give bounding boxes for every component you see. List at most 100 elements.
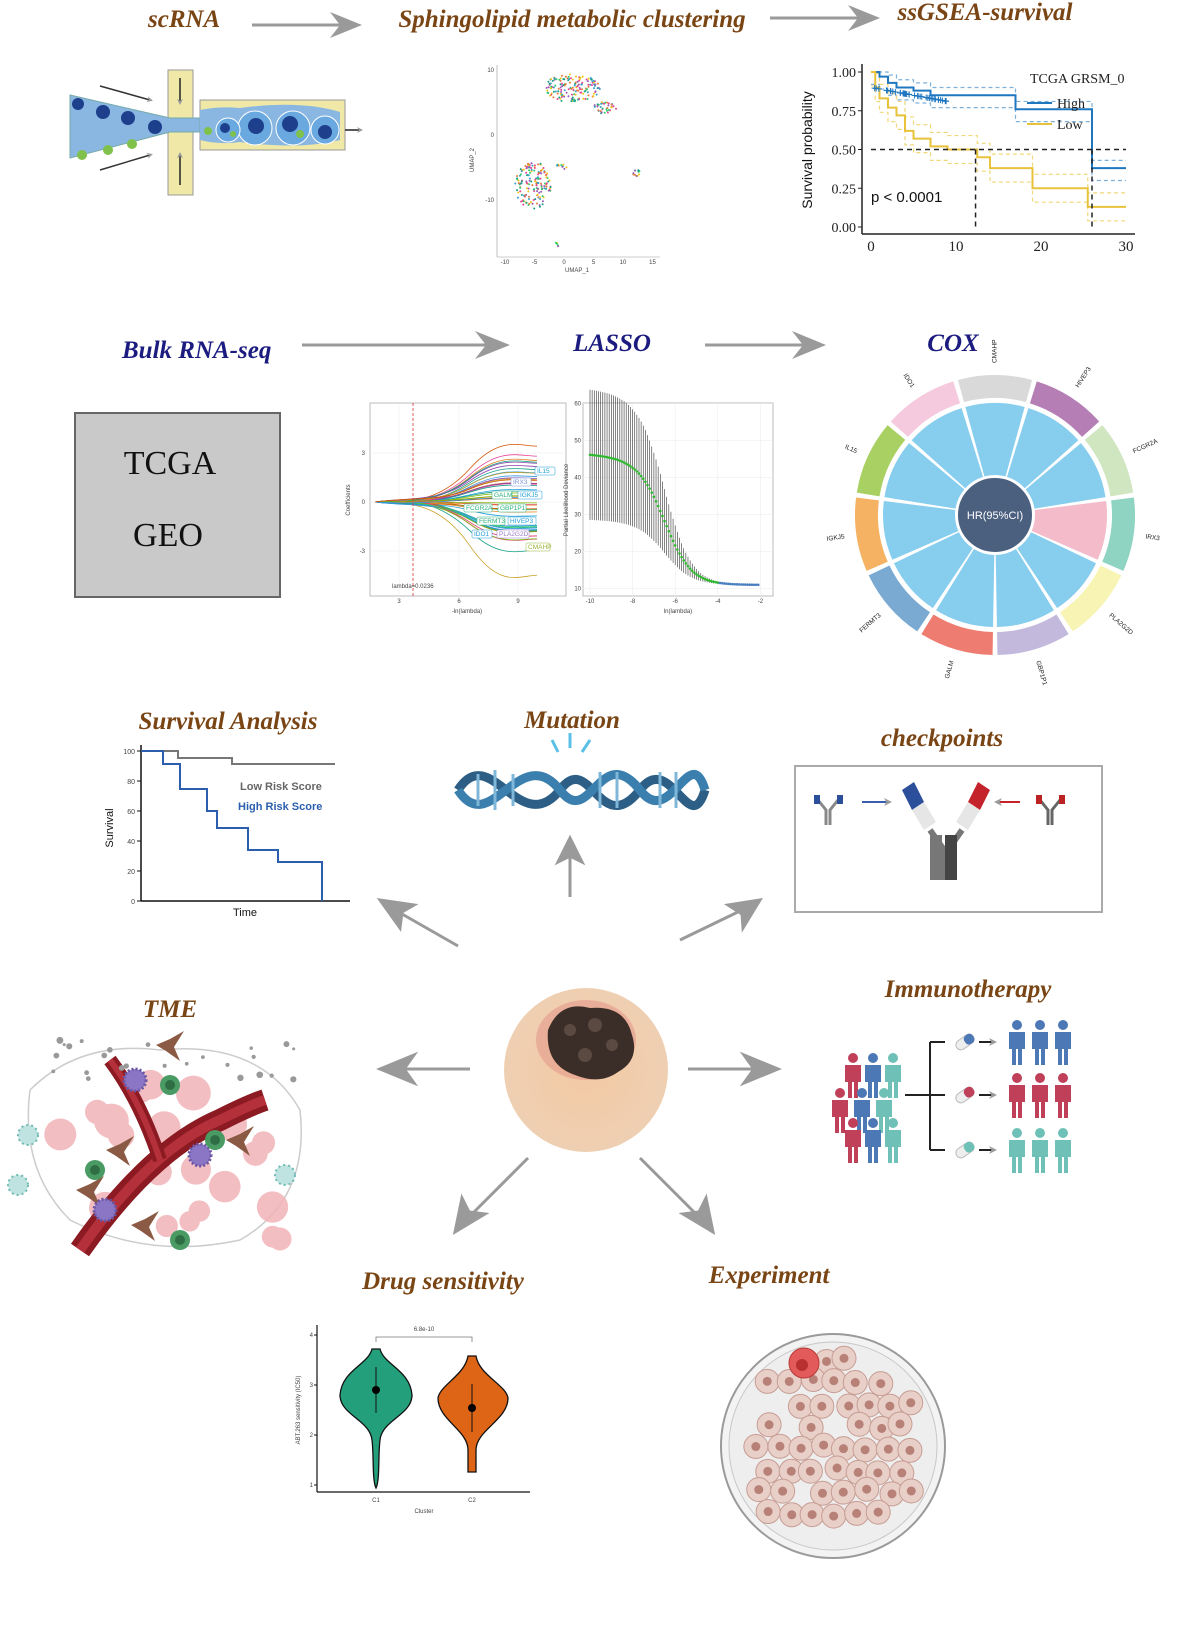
cox-ring-segment	[855, 497, 888, 571]
cell-nucleus	[850, 1378, 860, 1388]
censor-mark	[873, 85, 880, 92]
gene-label: IRX3	[513, 479, 528, 486]
cell-nucleus	[775, 1441, 785, 1451]
cox-gene-label: IGKJ5	[826, 533, 845, 543]
coefficient-path	[374, 501, 538, 530]
umap-point	[568, 73, 571, 76]
particle	[290, 1076, 297, 1083]
km-low-ci	[871, 85, 1126, 222]
tick-label: 2	[310, 1433, 314, 1439]
high-risk-curve	[141, 750, 323, 901]
violin-c2	[437, 1355, 509, 1473]
umap-point	[528, 195, 531, 198]
umap-point	[547, 189, 550, 192]
umap-point	[560, 88, 563, 91]
cell-nucleus	[887, 1489, 897, 1499]
drug-sensitivity-violin-plot: 4 3 2 1 6.8e-10 C1 C2 Cluster ABT.263 sensi…	[296, 1325, 530, 1515]
cv-point	[673, 544, 677, 547]
lasso-ylabel: Coefficients	[346, 484, 352, 515]
umap-point	[543, 170, 546, 173]
censor-mark	[892, 88, 899, 95]
highlighted-nucleus	[796, 1359, 808, 1371]
person-body	[1055, 1032, 1071, 1065]
umap-point	[530, 162, 533, 165]
umap-point	[590, 84, 593, 87]
cv-point	[599, 454, 602, 458]
person-body	[1032, 1140, 1048, 1173]
cv-point	[592, 453, 596, 457]
c1-median	[372, 1386, 380, 1394]
umap-point	[538, 204, 541, 207]
particle	[101, 1052, 108, 1059]
cell-nucleus	[822, 1356, 832, 1366]
cell-nucleus	[829, 1376, 839, 1386]
immunotherapy-illustration	[832, 1020, 1071, 1173]
p-value-bracket	[375, 1336, 473, 1342]
cv-point	[703, 577, 707, 581]
cv-point	[678, 552, 681, 555]
umap-point	[593, 104, 596, 107]
umap-point	[582, 92, 585, 95]
cv-point	[693, 571, 696, 574]
drug-ylabel: ABT.263 sensitivity (IC50)	[296, 1376, 302, 1445]
umap-point	[527, 187, 530, 190]
umap-point	[545, 182, 548, 185]
cv-point	[620, 460, 624, 463]
umap-point	[559, 86, 562, 89]
cell-nucleus	[808, 1374, 818, 1384]
title-immunotherapy: Immunotherapy	[884, 976, 1053, 1003]
cell-nucleus	[819, 1440, 829, 1450]
cell-nucleus	[905, 1445, 915, 1455]
drug-xlabel: Cluster	[414, 1509, 433, 1515]
cv-point	[641, 477, 645, 480]
umap-point	[573, 84, 576, 87]
tick: -3	[360, 549, 366, 555]
gene-label: IGKJ5	[520, 492, 538, 499]
cv-point	[725, 582, 728, 585]
gene-label: CMAHP	[528, 544, 551, 551]
violin-c1	[339, 1348, 413, 1490]
cv-point	[631, 466, 634, 470]
umap-point	[558, 96, 561, 99]
umap-point	[597, 109, 600, 112]
umap-point	[580, 91, 583, 94]
km-ylabel: Survival probability	[799, 91, 815, 209]
cv-point	[603, 455, 607, 459]
tumor-cell	[209, 1170, 241, 1203]
particle	[237, 1074, 244, 1082]
umap-point	[634, 173, 637, 176]
cell-nucleus	[778, 1486, 788, 1496]
umap-point	[574, 99, 577, 102]
umap-point	[548, 179, 551, 182]
tick-label: 5	[592, 260, 596, 266]
umap-point	[546, 91, 549, 94]
umap-point	[577, 98, 580, 101]
tick-label: -5	[532, 260, 538, 266]
umap-point	[612, 105, 615, 108]
source-tcga: TCGA	[124, 445, 217, 482]
censor-mark	[929, 95, 936, 102]
umap-point	[564, 83, 567, 86]
tick-label: 15	[649, 260, 656, 266]
umap-point	[540, 187, 543, 190]
umap-point	[528, 179, 531, 182]
cell-nucleus	[817, 1488, 827, 1498]
cell-nucleus	[860, 1445, 870, 1455]
umap-point	[538, 196, 541, 199]
particle	[256, 1071, 264, 1079]
cv-point	[695, 572, 698, 576]
umap-point	[615, 107, 618, 110]
cv-point	[720, 581, 724, 585]
umap-point	[527, 197, 530, 200]
umap-point	[579, 76, 582, 79]
cox-gene-label: IRX3	[1145, 533, 1161, 542]
umap-point	[600, 111, 603, 114]
particle	[51, 1069, 56, 1074]
umap-point	[559, 77, 562, 80]
cox-ring-segment	[856, 425, 906, 497]
umap-point	[554, 84, 557, 87]
tick-label: 0	[867, 239, 875, 255]
umap-point	[577, 83, 580, 86]
title-scrna: scRNA	[147, 6, 220, 33]
umap-point	[526, 187, 529, 190]
